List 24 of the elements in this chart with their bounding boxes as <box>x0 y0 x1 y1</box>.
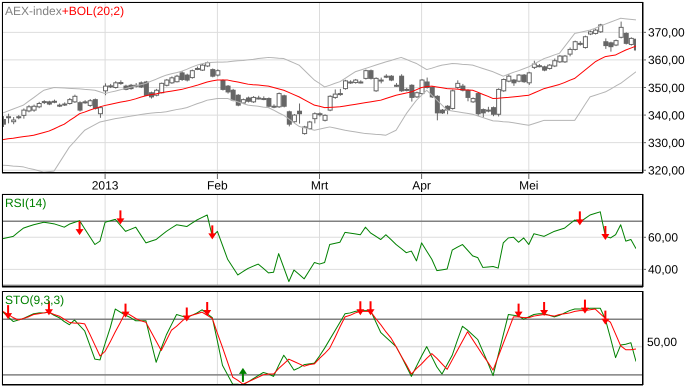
x-tick-label: Mei <box>519 178 538 193</box>
line-series <box>3 211 636 282</box>
x-tick-label: Apr <box>412 178 431 193</box>
text: 50,00 <box>647 334 678 349</box>
y-tick-label: 330,00 <box>648 136 686 150</box>
y-tick-label: 320,00 <box>648 164 686 178</box>
chart-title: RSI(14) <box>5 196 46 210</box>
line-series <box>3 71 636 173</box>
y-tick-label: 370,00 <box>648 26 686 40</box>
x-tick-label: Mrt <box>310 178 329 193</box>
chart-title: AEX-index <box>5 4 62 18</box>
y-tick-label: 40,00 <box>648 262 678 277</box>
candlestick <box>297 102 302 124</box>
chart-title: STO(9,3,3) <box>5 293 64 307</box>
text: +BOL(20;2) <box>62 4 124 18</box>
x-tick-label: 2013 <box>92 178 119 193</box>
y-tick-label: 350,00 <box>648 80 686 95</box>
candlestick <box>6 113 12 124</box>
y-tick-label: 60,00 <box>648 230 678 245</box>
x-tick-label: Feb <box>207 178 228 193</box>
y-tick-label: 340,00 <box>648 108 686 122</box>
y-tick-label: 360,00 <box>648 53 686 68</box>
line-series <box>3 18 636 114</box>
line-series <box>3 46 636 140</box>
